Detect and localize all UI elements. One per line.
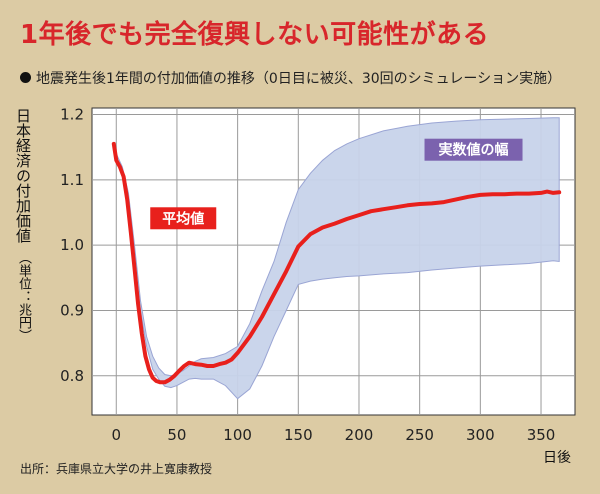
mean-line <box>111 141 562 385</box>
y-axis-ticks: 0.8 0.9 1.0 1.1 1.2 <box>60 106 84 385</box>
x-tick-label: 200 <box>345 426 374 444</box>
x-tick-label: 250 <box>405 426 434 444</box>
x-tick-label: 150 <box>284 426 313 444</box>
callouts: 平均値 実数値の幅 <box>150 138 523 230</box>
y-tick-label: 0.8 <box>60 367 84 385</box>
band-label: 実数値の幅 <box>439 142 509 159</box>
mean-label: 平均値 <box>162 210 204 227</box>
x-tick-label: 0 <box>111 426 121 444</box>
band-label-box <box>424 138 523 161</box>
x-tick-label: 300 <box>466 426 495 444</box>
y-tick-label: 1.2 <box>60 106 84 124</box>
y-axis-label-text: 日本経済の付加価値 <box>14 108 32 243</box>
chart-title: 1年後でも完全復興しない可能性がある <box>20 20 490 50</box>
bullet-icon <box>20 72 31 83</box>
y-axis-label: 日本経済の付加価値 （単位：兆円） <box>14 108 32 342</box>
mean-series-line <box>111 141 562 385</box>
x-tick-label: 50 <box>167 426 186 444</box>
x-tick-label: 350 <box>527 426 556 444</box>
chart-subtitle-text: 地震発生後1年間の付加価値の推移（0日目に被災、30回のシミュレーション実施） <box>36 71 562 87</box>
range-band <box>113 117 560 400</box>
y-tick-label: 0.9 <box>60 301 84 319</box>
y-tick-label: 1.0 <box>60 236 84 254</box>
y-axis-unit: （単位：兆円） <box>16 251 31 342</box>
source-note: 出所：兵庫県立大学の井上寛康教授 <box>20 462 213 476</box>
range-band-area <box>113 117 560 400</box>
x-axis-ticks: 0 50 100 150 200 250 300 350 <box>111 426 555 444</box>
x-tick-label: 100 <box>223 426 252 444</box>
mean-label-box <box>150 207 217 230</box>
x-axis-unit: 日後 <box>543 450 571 466</box>
chart-subtitle: 地震発生後1年間の付加価値の推移（0日目に被災、30回のシミュレーション実施） <box>20 68 561 88</box>
y-tick-label: 1.1 <box>60 171 84 189</box>
